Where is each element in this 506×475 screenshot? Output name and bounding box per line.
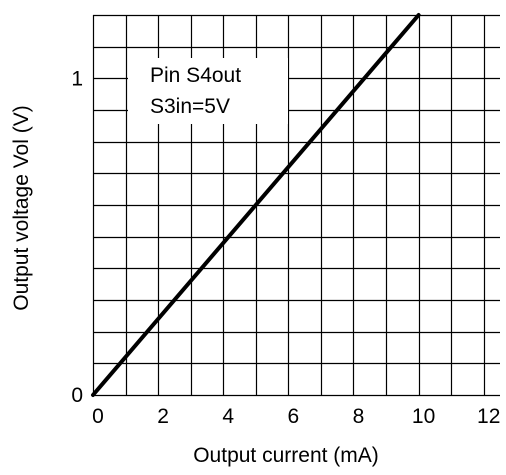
annotation-background (128, 58, 288, 124)
y-tick-labels: 01 (71, 67, 83, 407)
y-tick-label: 1 (71, 67, 83, 90)
series-group (91, 13, 421, 397)
x-tick-label: 10 (412, 405, 435, 428)
y-tick-label: 0 (71, 384, 83, 407)
annotation-line-2: S3in=5V (150, 95, 230, 118)
x-tick-label: 8 (353, 405, 365, 428)
annotation-line-1: Pin S4out (150, 64, 241, 87)
x-tick-label: 0 (92, 405, 104, 428)
x-tick-labels: 0 2 4 6 8 10 12 (92, 405, 500, 428)
x-axis-label: Output current (mA) (193, 444, 379, 467)
x-tick-label: 6 (288, 405, 300, 428)
series-line (91, 13, 421, 397)
x-tick-label: 2 (157, 405, 169, 428)
x-tick-label: 12 (477, 405, 500, 428)
x-tick-label: 4 (222, 405, 234, 428)
y-axis-label: Output voltage Vol (V) (10, 105, 33, 310)
